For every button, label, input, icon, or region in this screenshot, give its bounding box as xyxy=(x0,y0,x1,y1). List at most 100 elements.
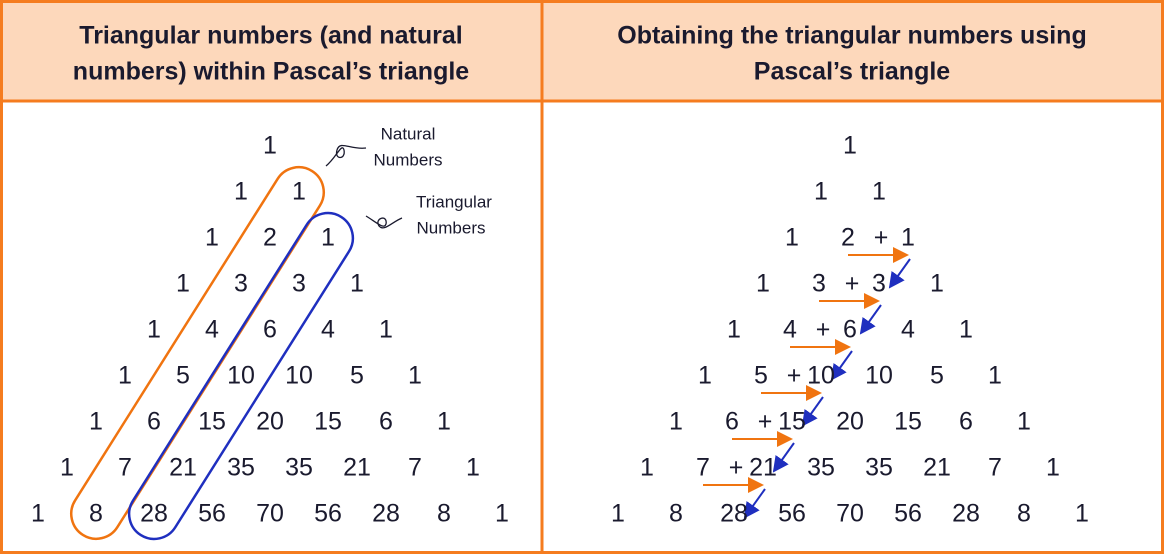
right-number: 3 xyxy=(812,270,826,298)
left-number: 35 xyxy=(227,454,255,482)
right-number: 5 xyxy=(930,362,944,390)
plus-sign: + xyxy=(845,270,860,298)
left-number: 1 xyxy=(379,316,393,344)
right-number: 4 xyxy=(783,316,797,344)
right-number: 1 xyxy=(640,454,654,482)
right-number: 1 xyxy=(1017,408,1031,436)
right-number: 28 xyxy=(720,500,748,528)
left-number: 1 xyxy=(437,408,451,436)
right-number: 56 xyxy=(894,500,922,528)
right-number: 1 xyxy=(872,178,886,206)
result-arrow xyxy=(830,350,853,381)
left-number: 2 xyxy=(263,224,277,252)
right-number: 1 xyxy=(756,270,770,298)
right-number: 6 xyxy=(959,408,973,436)
natural-label: Natural xyxy=(381,124,436,143)
left-number: 1 xyxy=(176,270,190,298)
left-number: 1 xyxy=(89,408,103,436)
right-number: 21 xyxy=(749,454,777,482)
left-number: 56 xyxy=(314,500,342,528)
plus-sign: + xyxy=(816,316,831,344)
header-bg xyxy=(0,0,1164,101)
plus-sign: + xyxy=(758,408,773,436)
left-number: 1 xyxy=(263,132,277,160)
triangular-loop xyxy=(127,211,355,541)
right-number: 3 xyxy=(872,270,886,298)
right-number: 1 xyxy=(698,362,712,390)
right-number: 1 xyxy=(814,178,828,206)
right-number: 15 xyxy=(778,408,806,436)
right-number: 6 xyxy=(725,408,739,436)
right-number: 35 xyxy=(807,454,835,482)
right-number: 28 xyxy=(952,500,980,528)
left-number: 7 xyxy=(118,454,132,482)
natural-label: Numbers xyxy=(374,150,443,169)
right-number: 1 xyxy=(1075,500,1089,528)
right-number: 35 xyxy=(865,454,893,482)
left-number: 5 xyxy=(350,362,364,390)
left-header: Triangular numbers (and natural xyxy=(79,22,462,50)
plus-sign: + xyxy=(729,454,744,482)
left-number: 4 xyxy=(205,316,219,344)
left-number: 35 xyxy=(285,454,313,482)
right-number: 70 xyxy=(836,500,864,528)
left-number: 3 xyxy=(292,270,306,298)
left-number: 1 xyxy=(495,500,509,528)
right-number: 4 xyxy=(901,316,915,344)
left-number: 1 xyxy=(234,178,248,206)
triangular-pointer xyxy=(365,215,403,229)
left-number: 8 xyxy=(89,500,103,528)
plus-sign: + xyxy=(787,362,802,390)
left-number: 4 xyxy=(321,316,335,344)
right-number: 6 xyxy=(843,316,857,344)
natural-pointer xyxy=(325,144,367,167)
right-number: 1 xyxy=(669,408,683,436)
left-number: 20 xyxy=(256,408,284,436)
left-number: 1 xyxy=(466,454,480,482)
right-number: 7 xyxy=(988,454,1002,482)
right-number: 20 xyxy=(836,408,864,436)
result-arrow xyxy=(859,304,882,335)
left-number: 1 xyxy=(205,224,219,252)
right-number: 1 xyxy=(988,362,1002,390)
left-number: 21 xyxy=(169,454,197,482)
right-header: Obtaining the triangular numbers using xyxy=(617,22,1086,50)
left-number: 28 xyxy=(140,500,168,528)
result-arrow xyxy=(801,396,824,427)
right-number: 1 xyxy=(1046,454,1060,482)
left-header: numbers) within Pascal’s triangle xyxy=(73,58,469,86)
right-number: 8 xyxy=(669,500,683,528)
left-number: 56 xyxy=(198,500,226,528)
right-number: 5 xyxy=(754,362,768,390)
left-number: 3 xyxy=(234,270,248,298)
right-number: 1 xyxy=(785,224,799,252)
result-arrow xyxy=(743,488,766,519)
right-number: 21 xyxy=(923,454,951,482)
left-number: 1 xyxy=(350,270,364,298)
left-number: 15 xyxy=(198,408,226,436)
left-number: 1 xyxy=(60,454,74,482)
left-number: 5 xyxy=(176,362,190,390)
right-number: 2 xyxy=(841,224,855,252)
left-number: 10 xyxy=(227,362,255,390)
right-number: 1 xyxy=(611,500,625,528)
left-number: 15 xyxy=(314,408,342,436)
right-number: 10 xyxy=(807,362,835,390)
right-number: 1 xyxy=(959,316,973,344)
triangular-label: Triangular xyxy=(416,192,492,211)
left-number: 7 xyxy=(408,454,422,482)
left-number: 1 xyxy=(31,500,45,528)
left-number: 1 xyxy=(147,316,161,344)
left-number: 28 xyxy=(372,500,400,528)
plus-sign: + xyxy=(874,224,889,252)
left-number: 6 xyxy=(263,316,277,344)
right-number: 10 xyxy=(865,362,893,390)
left-number: 1 xyxy=(321,224,335,252)
right-number: 1 xyxy=(843,132,857,160)
left-number: 6 xyxy=(147,408,161,436)
right-number: 1 xyxy=(727,316,741,344)
left-number: 10 xyxy=(285,362,313,390)
right-number: 7 xyxy=(696,454,710,482)
right-number: 8 xyxy=(1017,500,1031,528)
